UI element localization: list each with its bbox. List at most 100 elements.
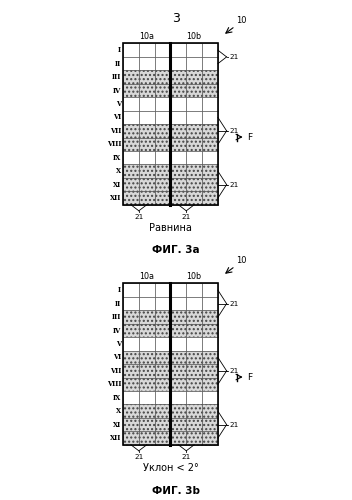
Text: 10: 10 bbox=[236, 256, 247, 266]
Bar bbox=[139, 378, 155, 391]
Bar bbox=[186, 350, 202, 364]
Text: 21: 21 bbox=[230, 368, 239, 374]
Bar bbox=[202, 337, 218, 350]
Bar bbox=[186, 284, 202, 297]
Text: Уклон < 2°: Уклон < 2° bbox=[143, 463, 198, 473]
Bar bbox=[170, 297, 186, 310]
Bar bbox=[123, 297, 139, 310]
Bar bbox=[186, 297, 202, 310]
Bar bbox=[186, 44, 202, 57]
Bar bbox=[202, 138, 218, 151]
Bar bbox=[202, 364, 218, 378]
Text: XI: XI bbox=[113, 180, 121, 188]
Bar bbox=[202, 432, 218, 445]
Bar bbox=[139, 364, 155, 378]
Bar bbox=[155, 391, 170, 404]
Bar bbox=[170, 391, 186, 404]
Bar bbox=[139, 310, 155, 324]
Bar bbox=[155, 324, 170, 337]
Bar bbox=[155, 164, 170, 178]
Bar bbox=[202, 164, 218, 178]
Bar bbox=[139, 44, 155, 57]
Text: Равнина: Равнина bbox=[149, 223, 192, 233]
Bar bbox=[202, 110, 218, 124]
Text: VI: VI bbox=[113, 354, 121, 362]
Bar bbox=[170, 138, 186, 151]
Bar bbox=[170, 418, 186, 432]
Bar bbox=[170, 310, 186, 324]
Bar bbox=[186, 391, 202, 404]
Bar bbox=[170, 404, 186, 418]
Text: V: V bbox=[116, 340, 121, 348]
Bar bbox=[139, 324, 155, 337]
Bar bbox=[170, 178, 186, 192]
Text: X: X bbox=[116, 167, 121, 175]
Text: IV: IV bbox=[113, 326, 121, 334]
Text: 21: 21 bbox=[230, 54, 239, 60]
Bar bbox=[202, 97, 218, 110]
Text: 21: 21 bbox=[182, 454, 191, 460]
Text: 3: 3 bbox=[172, 12, 180, 26]
Bar bbox=[139, 350, 155, 364]
Text: 21: 21 bbox=[230, 300, 239, 306]
Text: X: X bbox=[116, 407, 121, 415]
Bar bbox=[155, 70, 170, 84]
Bar bbox=[139, 404, 155, 418]
Text: 10: 10 bbox=[236, 16, 247, 26]
Bar bbox=[155, 432, 170, 445]
Bar bbox=[123, 310, 139, 324]
Bar bbox=[155, 192, 170, 205]
Bar bbox=[155, 310, 170, 324]
Bar bbox=[123, 44, 139, 57]
Text: VII: VII bbox=[110, 367, 121, 375]
Bar bbox=[202, 418, 218, 432]
Text: 10b: 10b bbox=[187, 272, 202, 280]
Text: VII: VII bbox=[110, 127, 121, 135]
Text: 10a: 10a bbox=[139, 272, 154, 280]
Bar bbox=[202, 44, 218, 57]
Bar bbox=[170, 192, 186, 205]
Bar bbox=[155, 337, 170, 350]
Bar bbox=[186, 138, 202, 151]
Bar bbox=[186, 57, 202, 70]
Bar bbox=[202, 404, 218, 418]
Bar bbox=[155, 404, 170, 418]
Bar bbox=[139, 70, 155, 84]
Bar bbox=[202, 310, 218, 324]
Bar bbox=[155, 418, 170, 432]
Text: VIII: VIII bbox=[107, 380, 121, 388]
Bar bbox=[170, 432, 186, 445]
Bar bbox=[123, 70, 139, 84]
Text: 21: 21 bbox=[134, 214, 144, 220]
Bar bbox=[170, 350, 186, 364]
Bar bbox=[139, 151, 155, 164]
Bar bbox=[186, 124, 202, 138]
Bar bbox=[123, 418, 139, 432]
Bar bbox=[123, 138, 139, 151]
Text: VI: VI bbox=[113, 114, 121, 122]
Bar bbox=[202, 151, 218, 164]
Bar bbox=[139, 110, 155, 124]
Bar bbox=[186, 432, 202, 445]
Bar bbox=[139, 418, 155, 432]
Text: XI: XI bbox=[113, 420, 121, 428]
Bar bbox=[155, 138, 170, 151]
Bar bbox=[170, 284, 186, 297]
Text: XII: XII bbox=[110, 434, 121, 442]
Bar bbox=[186, 418, 202, 432]
Text: I: I bbox=[118, 286, 121, 294]
Bar bbox=[155, 84, 170, 97]
Bar bbox=[155, 364, 170, 378]
Text: 21: 21 bbox=[134, 454, 144, 460]
Bar bbox=[139, 432, 155, 445]
Bar bbox=[139, 164, 155, 178]
Bar bbox=[186, 364, 202, 378]
Bar bbox=[139, 178, 155, 192]
Bar bbox=[123, 164, 139, 178]
Bar bbox=[202, 284, 218, 297]
Bar bbox=[123, 364, 139, 378]
Bar bbox=[186, 110, 202, 124]
Bar bbox=[155, 57, 170, 70]
Bar bbox=[123, 97, 139, 110]
Bar bbox=[123, 57, 139, 70]
